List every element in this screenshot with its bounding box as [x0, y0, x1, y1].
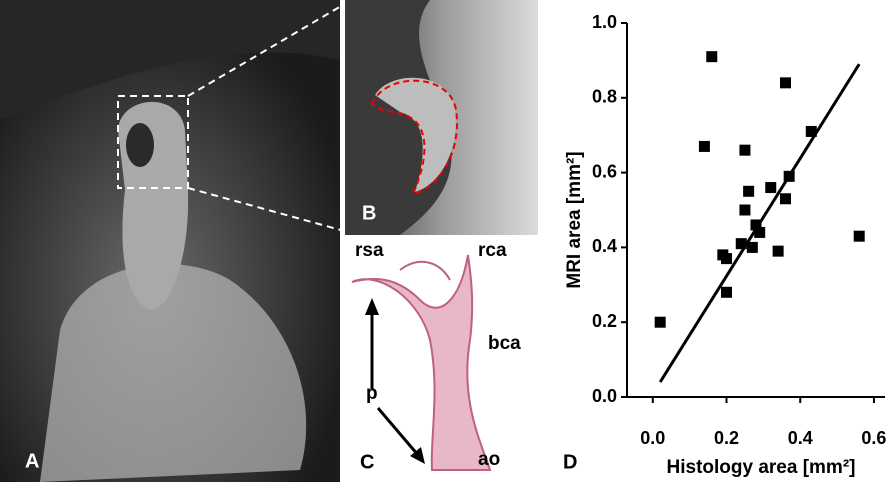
point	[747, 242, 758, 253]
point	[739, 205, 750, 216]
panel-label: D	[563, 451, 577, 473]
x-tick-label: 0.4	[788, 428, 813, 448]
point	[721, 253, 732, 264]
point	[854, 231, 865, 242]
point	[655, 317, 666, 328]
point	[773, 246, 784, 257]
panel-label: A	[25, 450, 39, 472]
figure: A B C D rsa rca bca p ao 0.0 0.2 0.4 0.6 0.8…	[0, 0, 891, 482]
point	[743, 186, 754, 197]
y-tick-label: 0.0	[592, 386, 617, 406]
annotation: rsa	[355, 240, 384, 261]
y-tick-label: 0.8	[592, 87, 617, 107]
point	[721, 287, 732, 298]
y-tick-label: 1.0	[592, 12, 617, 32]
y-tick-label: 0.2	[592, 311, 617, 331]
point	[706, 51, 717, 62]
annotation: p	[366, 383, 378, 404]
point	[765, 182, 776, 193]
point	[806, 126, 817, 137]
panel-label: B	[362, 202, 376, 224]
point	[754, 227, 765, 238]
annotation: rca	[478, 240, 507, 261]
mri-image	[0, 0, 340, 482]
annotation: ao	[478, 449, 500, 470]
histology-image	[352, 255, 490, 470]
x-tick-label: 0.0	[640, 428, 665, 448]
y-tick-label: 0.6	[592, 161, 617, 181]
y-tick-label: 0.4	[592, 236, 617, 256]
y-axis-title: MRI area [mm²]	[564, 151, 585, 288]
annotation: bca	[488, 333, 521, 354]
x-tick-label: 0.2	[714, 428, 739, 448]
panel-label: C	[360, 451, 374, 473]
point	[739, 145, 750, 156]
point	[780, 77, 791, 88]
zoom-image	[345, 0, 538, 235]
point	[780, 193, 791, 204]
x-axis-title: Histology area [mm²]	[667, 457, 856, 478]
point	[699, 141, 710, 152]
x-tick-label: 0.6	[861, 428, 886, 448]
point	[784, 171, 795, 182]
point	[736, 238, 747, 249]
